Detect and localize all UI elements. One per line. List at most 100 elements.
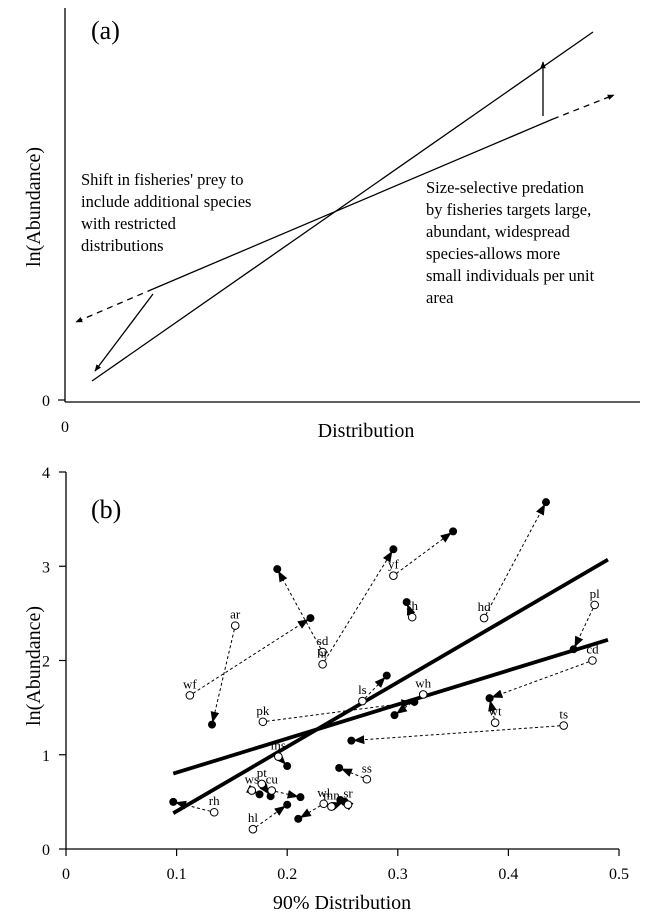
species-label-cu: cu <box>266 772 279 787</box>
open-point-wt <box>490 718 500 728</box>
annotation-right-line: abundant, widespread <box>426 222 571 241</box>
annotation-left-line: include additional species <box>81 192 251 211</box>
annotation-left-line: Shift in fisheries' prey to <box>81 170 243 189</box>
filled-point-hd <box>542 498 551 507</box>
species-label-ws: ws <box>245 772 259 787</box>
species-label-ms: ms <box>271 738 286 753</box>
filled-point-rh <box>169 797 178 806</box>
x-tick-label: 0.4 <box>498 866 518 883</box>
annotation-right-line: Size-selective predation <box>426 178 584 197</box>
shift-arrow-wf <box>192 619 309 694</box>
annotation-right-line: area <box>426 288 454 307</box>
panel-b-axes: 0 1 2 3 4 0 0.1 0.2 0.3 0.4 0.5 <box>42 465 629 883</box>
filled-point-ls <box>382 671 391 680</box>
shift-arrow-ms <box>275 753 286 765</box>
species-label-hl: hl <box>248 810 259 825</box>
species-label-hr: hr <box>317 645 329 660</box>
species-label-ts: ts <box>559 707 568 722</box>
open-point-wl <box>319 799 328 809</box>
panel-a-dashed-extension-left <box>75 288 154 323</box>
species-label-pt: pt <box>257 765 268 780</box>
open-point-ls <box>358 696 367 706</box>
filled-point-sd <box>273 565 282 574</box>
shift-arrow-ss <box>340 768 364 779</box>
open-point-ws <box>247 786 257 795</box>
filled-point-ar <box>207 720 216 729</box>
filled-point-sh <box>402 598 411 607</box>
panel-a-shift-down-arrow <box>94 293 154 372</box>
species-label-sr: sr <box>343 786 353 801</box>
open-point-sh <box>407 612 417 622</box>
open-point-rh <box>209 807 219 817</box>
shift-arrow-pl <box>574 608 594 648</box>
open-point-hr <box>318 659 327 669</box>
panel-a-shallow-line <box>152 118 554 290</box>
y-tick-label: 1 <box>42 748 50 765</box>
species-label-cd: cd <box>586 642 599 657</box>
open-point-pt <box>257 779 267 789</box>
open-point-pl <box>590 600 599 610</box>
panel-b-species-points <box>169 498 599 834</box>
shift-arrow-cu <box>275 789 299 799</box>
open-point-yf <box>389 571 398 580</box>
open-point-hd <box>479 613 489 623</box>
open-point-sr <box>343 800 353 810</box>
shift-arrow-sh <box>406 603 416 616</box>
shift-arrow-wh <box>396 696 421 715</box>
filled-point-pl <box>569 645 578 654</box>
open-point-hl <box>248 824 258 834</box>
filled-point-ts <box>347 736 356 745</box>
shift-arrow-hd <box>485 503 546 615</box>
panel-a-label: (a) <box>91 16 120 45</box>
open-point-ar <box>230 621 240 630</box>
shift-arrow-ts <box>353 725 560 745</box>
filled-point-wf <box>306 614 315 623</box>
panel-a-conceptual-diagram: 0 0 Distribution ln(Abundance) (a) Shift… <box>23 8 640 442</box>
shift-arrow-cd <box>491 661 590 698</box>
species-label-yf: yf <box>388 557 400 572</box>
regression-line <box>172 637 609 776</box>
y-tick-label: 3 <box>42 559 50 576</box>
shift-arrow-rh <box>175 800 211 812</box>
species-label-ar: ar <box>230 607 241 622</box>
open-point-mn <box>327 802 336 811</box>
open-point-ms <box>274 752 283 761</box>
y-tick-label: 0 <box>42 842 50 859</box>
x-tick-label: 0.1 <box>167 866 187 883</box>
filled-point-sr <box>336 795 345 804</box>
panel-b-scatter-chart: (b) 90% Distribution ln(Abundance) 0 1 2 3 4… <box>23 465 629 912</box>
filled-point-cu <box>296 793 305 802</box>
panel-a-y-tick: 0 <box>42 393 50 410</box>
panel-b-species-shift-arrows <box>175 503 594 828</box>
annotation-right-line: small individuals per unit <box>426 266 595 285</box>
panel-b-x-label: 90% Distribution <box>273 892 411 912</box>
panel-a-dashed-extension-right <box>552 94 615 120</box>
filled-point-ss <box>335 763 344 772</box>
panel-a-steep-line <box>91 31 594 382</box>
open-point-ss <box>362 774 372 784</box>
species-label-wf: wf <box>183 676 197 691</box>
open-point-sd <box>318 647 327 657</box>
shift-arrow-pk <box>266 699 413 722</box>
y-tick-label: 4 <box>42 465 50 482</box>
panel-a-x-label: Distribution <box>318 420 415 442</box>
filled-point-wh <box>390 711 399 720</box>
species-label-wl: wl <box>317 785 330 800</box>
annotation-left-line: with restricted <box>81 214 177 233</box>
open-point-cd <box>588 656 597 665</box>
panel-a-annotation-left: Shift in fisheries' prey to include addi… <box>81 170 256 255</box>
x-tick-label: 0 <box>62 866 70 883</box>
annotation-right-line: species-allows more <box>426 244 560 263</box>
open-point-ts <box>559 721 569 730</box>
x-tick-label: 0.3 <box>388 866 408 883</box>
filled-point-ms <box>283 762 292 771</box>
annotation-right-line: by fisheries targets large, <box>426 200 591 219</box>
panel-b-y-label: ln(Abundance) <box>23 606 45 726</box>
species-label-pl: pl <box>590 586 601 601</box>
shift-arrow-wl <box>299 805 321 818</box>
shift-arrow-sd <box>278 570 322 649</box>
panel-a-y-label: ln(Abundance) <box>23 147 45 267</box>
panel-a-annotation-right: Size-selective predation by fisheries ta… <box>426 178 598 307</box>
shift-arrow-hr <box>324 550 393 662</box>
